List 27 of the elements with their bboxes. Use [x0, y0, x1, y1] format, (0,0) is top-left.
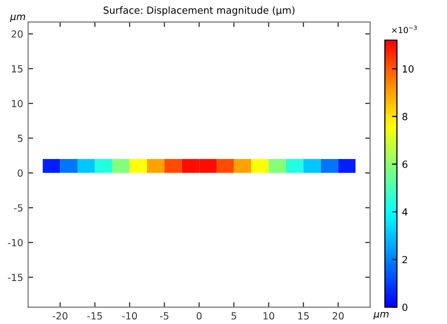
x-tick-label: -5: [160, 312, 168, 320]
x-axis-title: µm: [373, 312, 389, 320]
color-bar-label: 6: [402, 160, 408, 168]
color-bar-label: 0: [402, 304, 408, 311]
y-tick-label: 5: [18, 134, 22, 142]
color-bar-label: 8: [402, 112, 408, 120]
x-tick-label: 10: [264, 312, 274, 320]
x-tick-label: -15: [87, 312, 102, 320]
chart-title: Surface: Displacement magnitude (µm): [104, 6, 294, 16]
x-tick-label: -20: [52, 312, 68, 320]
x-tick-label: 15: [298, 312, 309, 320]
x-tick-label: 5: [232, 312, 236, 320]
y-tick-label: -15: [8, 274, 22, 282]
x-tick-label: 20: [332, 312, 344, 320]
color-bar-title: ×10$^{−3}$: [392, 26, 417, 34]
x-tick-label: 0: [196, 312, 202, 320]
y-axis-title: µm: [10, 14, 26, 22]
color-bar-label: 4: [402, 208, 408, 216]
y-tick-label: 20: [12, 30, 23, 38]
y-tick-label: 0: [18, 169, 23, 177]
y-tick-label: -5: [14, 204, 22, 212]
y-tick-label: 15: [12, 65, 22, 72]
color-bar-label: 2: [402, 256, 408, 264]
x-tick-label: -10: [122, 312, 137, 320]
y-tick-label: -10: [8, 238, 23, 246]
color-bar-label: 10: [402, 65, 414, 73]
y-tick-label: 10: [12, 100, 23, 108]
